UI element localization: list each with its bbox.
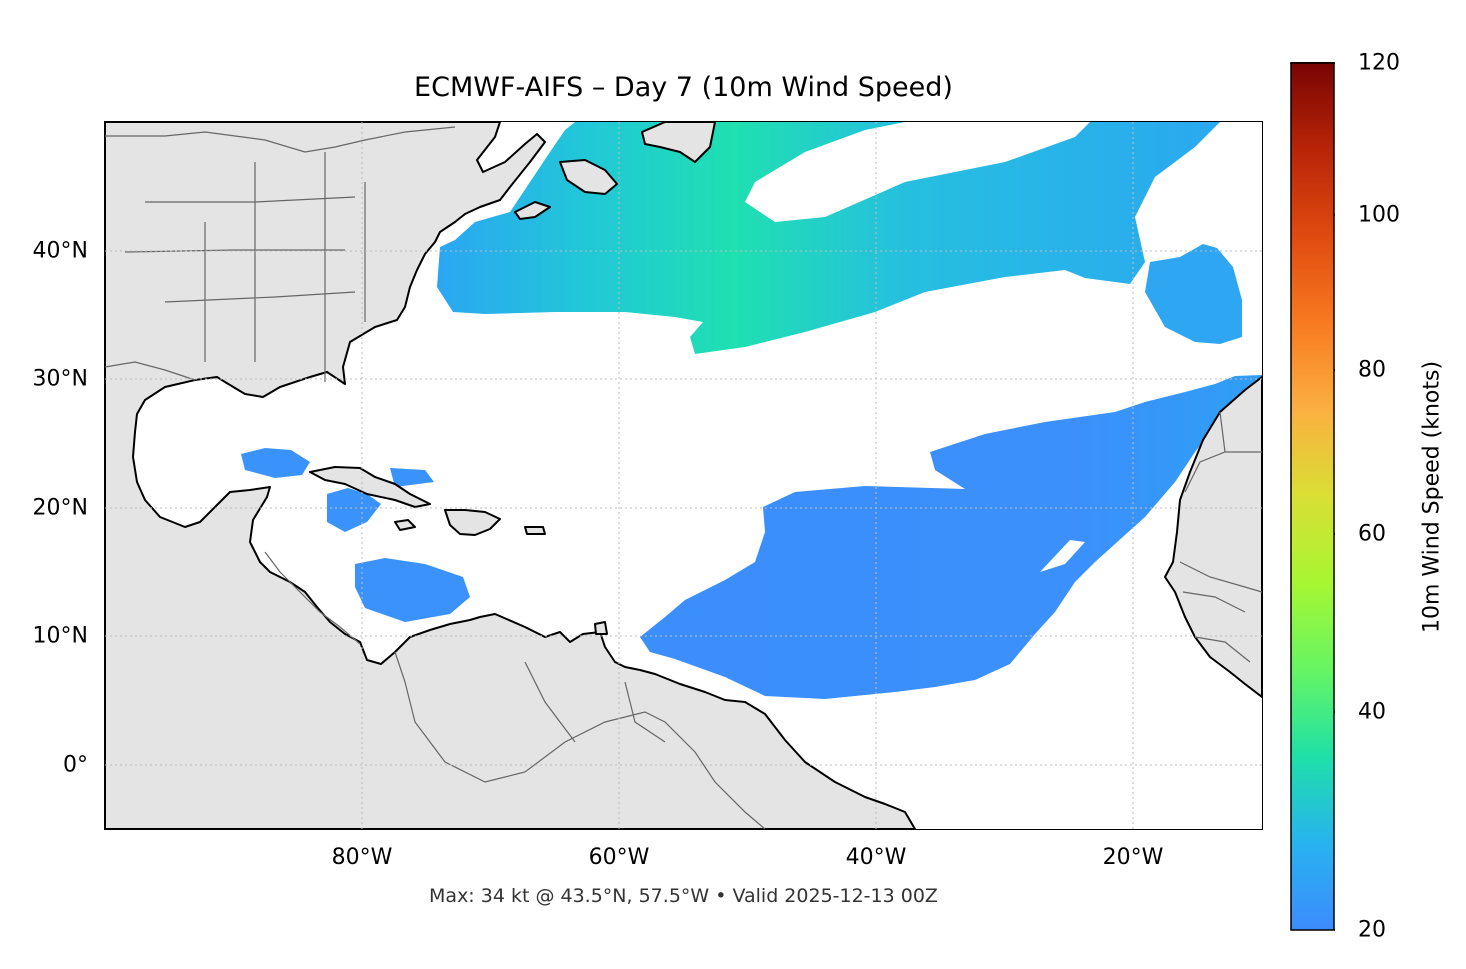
wind-patch-caribbean-1	[327, 488, 381, 532]
wind-patch-bahamas	[390, 468, 434, 487]
land-trinidad	[594, 621, 608, 635]
colorbar-tick-label: 20	[1358, 917, 1386, 943]
land-cuba	[309, 466, 431, 508]
calm-hole-south-1	[1040, 540, 1085, 572]
border-layer	[105, 126, 1262, 829]
wind-swath-south	[640, 375, 1262, 699]
colorbar-tick-label: 120	[1358, 50, 1400, 76]
wind-patch-caribbean-2	[355, 558, 470, 622]
border-south-america	[394, 651, 766, 829]
colorbar-ramp	[1290, 62, 1335, 931]
land-africa	[1164, 376, 1262, 698]
colorbar-tick-label: 100	[1358, 202, 1400, 228]
x-tick-label: 40°W	[845, 845, 907, 870]
y-tick-label: 40°N	[32, 238, 88, 264]
colorbar-tick-label: 80	[1358, 357, 1386, 383]
colorbar-tick-label: 60	[1358, 521, 1386, 547]
land-newfoundland	[559, 159, 618, 195]
x-tick-label: 60°W	[588, 845, 650, 870]
land-puerto-rico	[524, 526, 546, 535]
calm-hole-north	[745, 122, 1090, 222]
wind-patch-azores	[1145, 244, 1242, 344]
x-tick-label: 20°W	[1102, 845, 1164, 870]
calm-hole-south-2	[1080, 562, 1117, 594]
y-tick-label: 30°N	[32, 366, 88, 392]
land-canada-east	[641, 122, 716, 163]
border-africa	[1179, 411, 1262, 663]
map-svg	[105, 122, 1262, 829]
y-tick-label: 10°N	[32, 623, 88, 649]
colorbar-tick-label: 40	[1358, 699, 1386, 725]
map-area[interactable]	[105, 122, 1262, 829]
wind-field-layer	[160, 122, 1262, 699]
land-hispaniola	[444, 509, 501, 536]
border-us-mexico	[105, 361, 196, 381]
border-us-canada	[105, 126, 456, 153]
footer-note: Max: 34 kt @ 43.5°N, 57.5°W • Valid 2025…	[429, 885, 938, 907]
border-central-america	[264, 551, 361, 645]
y-tick-label: 20°N	[32, 495, 88, 521]
wind-swath-north	[437, 122, 1220, 354]
land-layer	[105, 122, 1262, 829]
land-jamaica	[394, 519, 416, 531]
chart-title: ECMWF-AIFS – Day 7 (10m Wind Speed)	[414, 72, 953, 103]
y-tick-label: 0°	[63, 752, 88, 778]
land-north-america	[105, 122, 916, 829]
colorbar	[1290, 62, 1335, 931]
x-tick-label: 80°W	[331, 845, 393, 870]
wind-patch-gulf	[241, 448, 310, 478]
land-nova-scotia	[514, 201, 551, 220]
colorbar-title: 10m Wind Speed (knots)	[1419, 360, 1445, 634]
